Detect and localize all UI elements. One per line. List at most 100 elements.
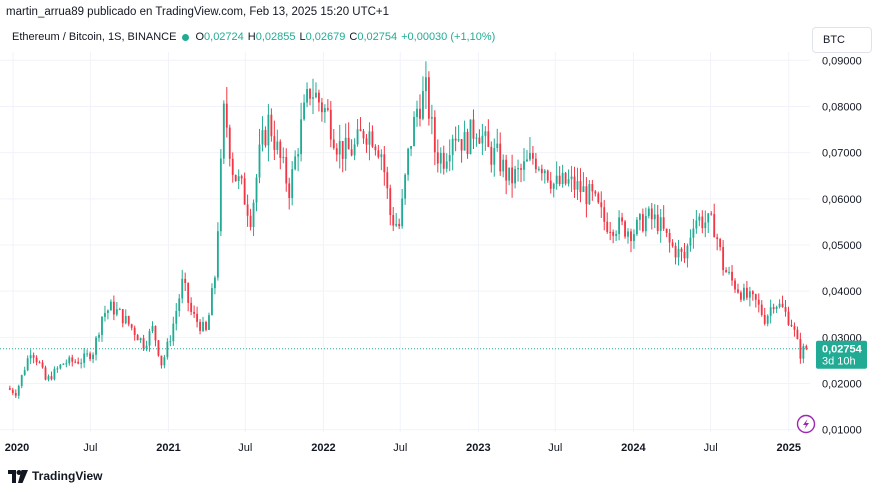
currency-button[interactable]: BTC [812,27,872,53]
candle [781,295,784,308]
candle [98,332,100,342]
candle [748,286,751,307]
candle [347,122,350,150]
candle [481,123,484,156]
candle [380,149,383,171]
candle [725,267,728,273]
price-axis: 0,010000,020000,030000,040000,050000,060… [822,55,862,436]
candle [273,120,276,161]
candle [326,99,329,112]
candle [264,126,267,148]
candle [665,228,668,238]
candle [211,283,213,316]
candle [258,128,261,184]
candle [109,299,112,311]
candle [154,325,157,347]
candle [567,169,570,187]
candle [722,240,725,276]
candle [404,173,407,205]
chart-attribution: martin_arrua89 publicado en TradingView.… [6,6,390,18]
candle [529,137,531,162]
symbol-name[interactable]: Ethereum / Bitcoin, 1S, BINANCE [12,31,177,43]
candle [383,146,386,186]
market-status-dot [182,33,190,41]
candle [297,148,300,172]
candle [475,133,478,147]
candle [537,166,540,172]
candle [228,124,231,167]
candle [523,148,525,182]
candle [362,128,365,144]
candle [26,355,29,372]
candle [448,139,451,172]
candle [760,300,763,317]
y-tick-label: 0,02000 [822,379,862,391]
candle [603,200,606,231]
symbol-legend: Ethereum / Bitcoin, 1S, BINANCE O 0,02724… [12,31,495,43]
candle [89,351,92,362]
candle [56,366,59,373]
candle [44,365,47,381]
candle [163,354,166,369]
tradingview-logo-text: TradingView [32,469,103,483]
candle [677,239,680,266]
candle [757,293,760,313]
candle [71,354,74,367]
candle [50,371,53,381]
candle [704,210,707,238]
price-tag-value: 0,02754 [822,344,863,356]
candle [47,374,50,382]
y-tick-label: 0,04000 [822,286,862,298]
open-value: 0,02724 [204,31,244,43]
candle [139,337,142,343]
candle [101,316,103,342]
candle [309,88,311,106]
x-tick-label: Jul [83,442,97,454]
candle [644,207,647,237]
candle [136,333,139,341]
candle [213,275,216,295]
candle [668,228,671,253]
candle [130,323,133,331]
candle [454,126,457,152]
candle [552,182,555,198]
candle [172,316,175,346]
candle [315,82,317,99]
candle [282,147,285,164]
candle [219,149,222,237]
candle [276,129,279,155]
candle [205,320,207,332]
tradingview-logo[interactable]: TradingView [8,469,102,483]
x-tick-label: 2023 [466,442,490,454]
lightning-icon[interactable] [796,414,816,434]
candle [615,230,618,241]
candle [208,312,210,331]
candle [181,269,184,304]
candle [638,212,641,231]
candle [662,205,665,232]
candle [410,146,412,157]
x-tick-label: 2024 [621,442,646,454]
candle [457,125,460,143]
candle [267,104,270,162]
candle [799,332,802,364]
candle [398,218,401,229]
candle [332,129,335,150]
candle [624,219,626,239]
candle [493,138,496,177]
candle [419,94,421,127]
candle [591,179,594,201]
price-tag-box [816,340,867,369]
candle [377,144,380,159]
candle [318,89,320,112]
candle [707,212,710,233]
candle [787,306,790,326]
candle [612,229,615,244]
candle [463,120,466,151]
candle [796,326,799,340]
candle [508,167,511,186]
candle [288,177,291,210]
candle [401,188,404,229]
candle [169,335,172,347]
